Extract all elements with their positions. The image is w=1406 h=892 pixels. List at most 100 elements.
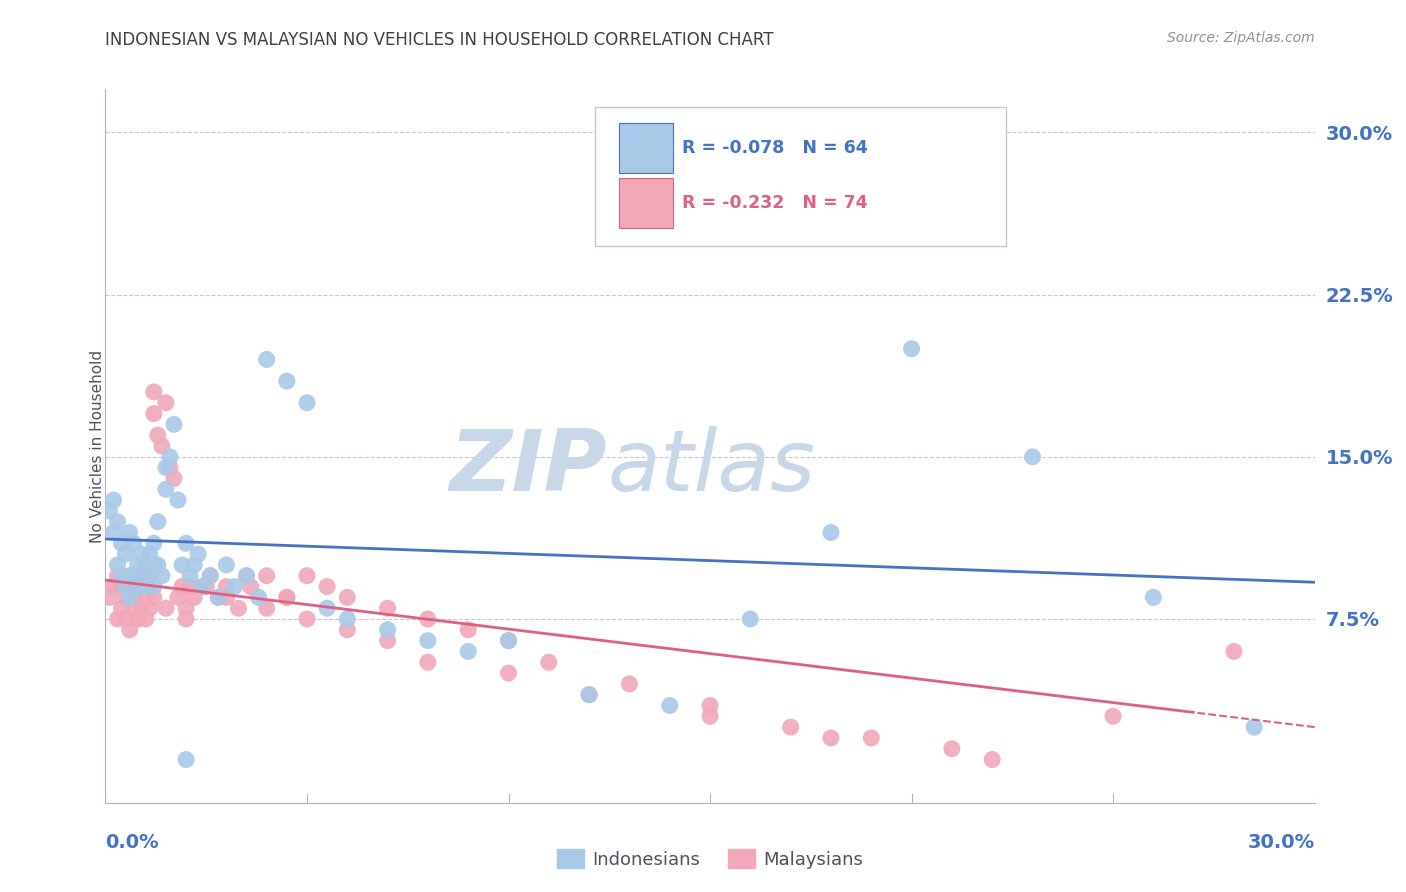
Point: [174, 753, 197, 767]
Point: [103, 525, 125, 540]
Point: [256, 352, 278, 367]
Point: [457, 644, 479, 658]
Point: [860, 731, 883, 745]
Point: [247, 591, 270, 605]
Point: [658, 698, 681, 713]
Text: R = -0.232   N = 74: R = -0.232 N = 74: [682, 194, 868, 211]
Point: [131, 568, 153, 582]
Point: [174, 601, 197, 615]
Point: [195, 580, 218, 594]
Point: [740, 612, 762, 626]
Point: [256, 601, 278, 615]
Point: [122, 591, 145, 605]
Point: [174, 612, 197, 626]
Point: [779, 720, 801, 734]
Point: [127, 580, 149, 594]
Point: [239, 580, 262, 594]
Point: [416, 655, 439, 669]
Point: [276, 591, 298, 605]
Point: [118, 568, 141, 582]
Point: [146, 558, 169, 572]
Point: [170, 580, 193, 594]
Point: [215, 591, 238, 605]
Point: [142, 536, 165, 550]
Point: [377, 633, 399, 648]
Text: ZIP: ZIP: [450, 425, 607, 509]
Point: [336, 591, 359, 605]
Point: [98, 504, 121, 518]
Point: [377, 601, 399, 615]
Point: [159, 450, 181, 464]
Point: [224, 580, 246, 594]
Point: [127, 558, 149, 572]
Text: 30.0%: 30.0%: [1247, 833, 1315, 853]
FancyBboxPatch shape: [620, 178, 672, 227]
Point: [127, 580, 149, 594]
Point: [377, 623, 399, 637]
Point: [110, 580, 132, 594]
Point: [174, 536, 197, 550]
Point: [98, 591, 121, 605]
Point: [103, 493, 125, 508]
Point: [122, 568, 145, 582]
Point: [118, 591, 141, 605]
Point: [110, 601, 132, 615]
Point: [336, 612, 359, 626]
Point: [256, 568, 278, 582]
Point: [139, 568, 162, 582]
Point: [316, 601, 339, 615]
Point: [619, 677, 641, 691]
Point: [142, 580, 165, 594]
Point: [142, 384, 165, 399]
Point: [170, 558, 193, 572]
Point: [207, 591, 229, 605]
Point: [820, 525, 842, 540]
Text: 0.0%: 0.0%: [105, 833, 159, 853]
Point: [179, 580, 201, 594]
Point: [191, 580, 214, 594]
Point: [135, 591, 157, 605]
Point: [316, 580, 339, 594]
Point: [215, 558, 238, 572]
Point: [200, 568, 222, 582]
Point: [167, 591, 190, 605]
Point: [155, 482, 177, 496]
Point: [1223, 644, 1246, 658]
Point: [114, 580, 136, 594]
Point: [135, 580, 157, 594]
Point: [135, 580, 157, 594]
Point: [578, 688, 600, 702]
FancyBboxPatch shape: [620, 123, 672, 173]
Point: [107, 515, 129, 529]
Point: [107, 568, 129, 582]
Point: [135, 612, 157, 626]
Point: [183, 558, 205, 572]
Point: [981, 753, 1004, 767]
Point: [110, 568, 132, 582]
Point: [1243, 720, 1265, 734]
Point: [187, 547, 209, 561]
Point: [498, 633, 520, 648]
Point: [295, 612, 318, 626]
Point: [142, 407, 165, 421]
Point: [276, 374, 298, 388]
Point: [276, 591, 298, 605]
Point: [114, 612, 136, 626]
Point: [457, 623, 479, 637]
Point: [142, 558, 165, 572]
Point: [107, 612, 129, 626]
Point: [131, 601, 153, 615]
Point: [127, 612, 149, 626]
Text: Source: ZipAtlas.com: Source: ZipAtlas.com: [1167, 31, 1315, 45]
Point: [215, 580, 238, 594]
Point: [336, 623, 359, 637]
Point: [820, 731, 842, 745]
Point: [131, 547, 153, 561]
Point: [416, 612, 439, 626]
Point: [416, 633, 439, 648]
Point: [114, 547, 136, 561]
Point: [122, 601, 145, 615]
Point: [191, 580, 214, 594]
Point: [498, 633, 520, 648]
Point: [118, 525, 141, 540]
